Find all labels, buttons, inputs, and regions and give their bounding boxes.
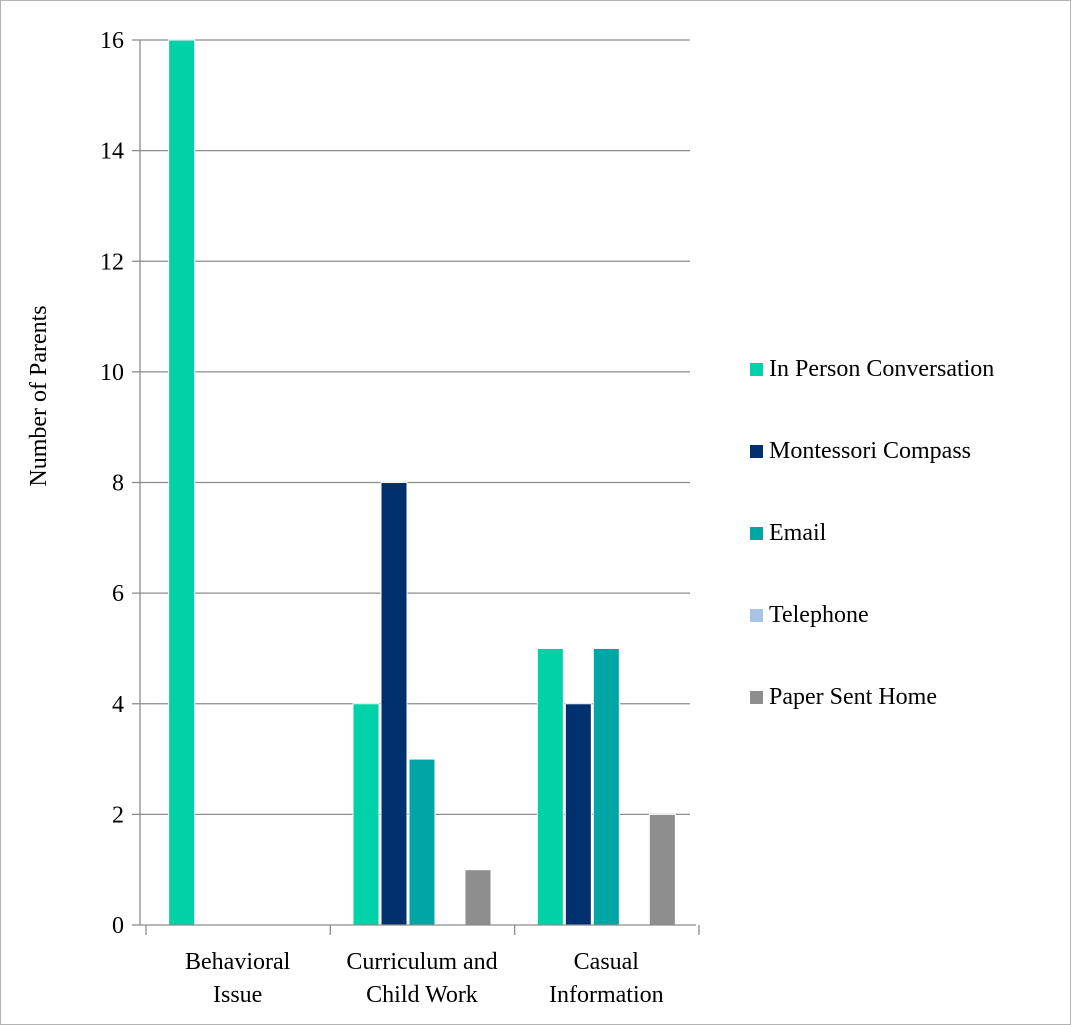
legend-swatch: [750, 608, 763, 622]
bar: [536, 647, 564, 926]
bar: [564, 703, 592, 926]
y-tick-label: 4: [112, 692, 124, 718]
y-tick-label: 8: [112, 471, 124, 497]
legend-swatch: [750, 362, 763, 376]
legend-swatch: [750, 690, 763, 704]
bars: [168, 39, 676, 926]
legend-item: Paper Sent Home: [750, 656, 994, 738]
legend-item: Email: [750, 492, 994, 574]
legend-swatch: [750, 444, 763, 458]
y-tick-label: 6: [112, 581, 124, 607]
x-category-label: Curriculum and Child Work: [346, 949, 497, 1008]
legend-label: Montessori Compass: [769, 437, 972, 464]
y-tick-label: 16: [100, 28, 124, 54]
bar: [464, 869, 492, 926]
bar: [352, 703, 380, 926]
legend-item: Telephone: [750, 574, 994, 656]
bar: [380, 482, 408, 926]
y-tick-label: 14: [100, 139, 124, 165]
bar: [648, 813, 676, 926]
y-tick-label: 12: [100, 249, 124, 275]
x-category-label: Casual Information: [549, 949, 664, 1008]
axes: 0 2 4 6 8 10 12 14 16 Behavioral Issue Curriculum a…: [100, 28, 700, 1008]
legend-label: Email: [769, 519, 827, 546]
x-category-label: Behavioral Issue: [185, 949, 291, 1008]
legend-label: Paper Sent Home: [769, 683, 937, 710]
legend-label: Telephone: [769, 601, 869, 628]
legend-swatch: [750, 526, 763, 540]
legend-label: In Person Conversation: [769, 355, 995, 382]
legend-item: Montessori Compass: [750, 410, 994, 492]
bar: [408, 758, 436, 926]
bar: [592, 647, 620, 926]
y-tick-label: 2: [112, 802, 124, 828]
y-axis-title: Number of Parents: [26, 305, 52, 486]
y-tick-label: 10: [100, 360, 124, 386]
legend: In Person Conversation Montessori Compass…: [750, 328, 994, 738]
bar: [168, 39, 196, 926]
legend-item: In Person Conversation: [750, 328, 994, 410]
y-tick-label: 0: [112, 913, 124, 939]
